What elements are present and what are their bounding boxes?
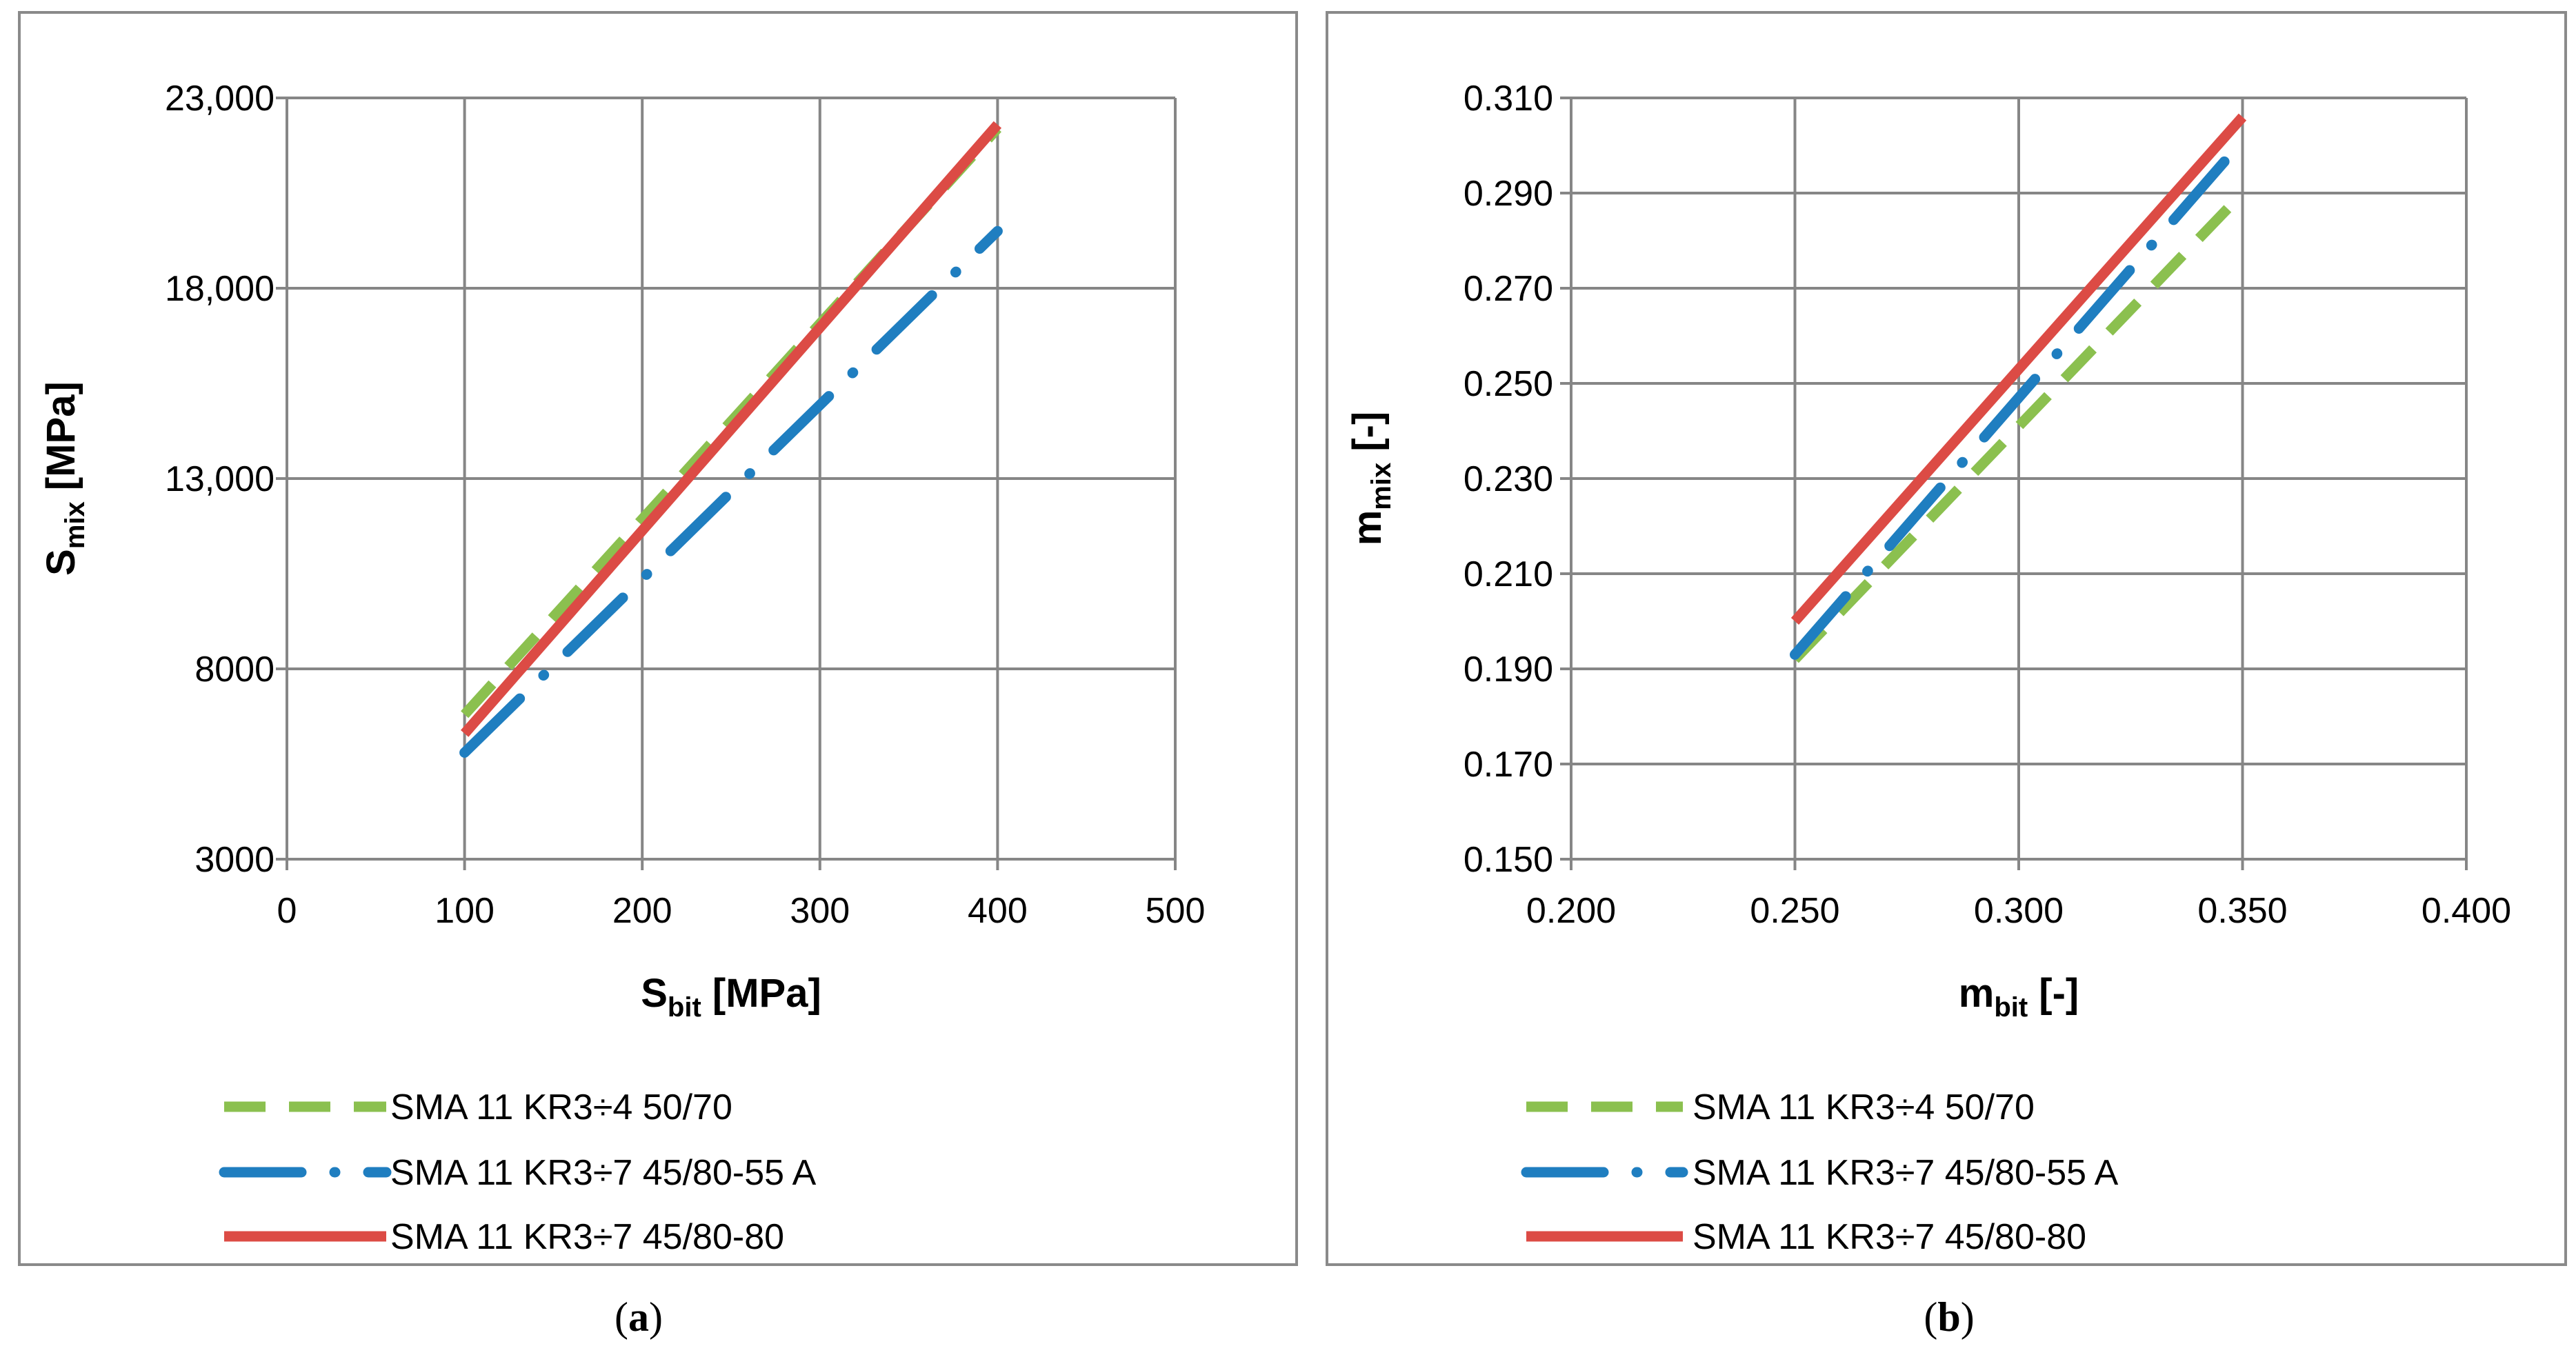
figure-caption-a: (a): [615, 1294, 663, 1340]
chart-b: 0.200 0.250 0.300 0.350 0.400 0.150 0.170 0.190…: [1326, 11, 2567, 1266]
y-tick-label: 0.210: [1464, 554, 1553, 594]
series-group: [1790, 113, 2248, 663]
chart-frame: [1326, 11, 2567, 1266]
x-axis-label: mbit [-]: [1959, 971, 2079, 1023]
legend-label: SMA 11 KR3÷7 45/80-80: [390, 1217, 784, 1257]
y-tick-label: 13,000: [165, 459, 274, 499]
legend: SMA 11 KR3÷4 50/70 SMA 11 KR3÷7 45/80-55 …: [1521, 1087, 2119, 1257]
legend: SMA 11 KR3÷4 50/70 SMA 11 KR3÷7 45/80-55 …: [219, 1087, 817, 1257]
legend-item: SMA 11 KR3÷7 45/80-55 A: [1521, 1153, 2119, 1193]
y-tick-label: 23,000: [165, 79, 274, 119]
gridlines: [276, 97, 1177, 870]
y-tick-label: 18,000: [165, 269, 274, 309]
x-tick-label: 200: [612, 891, 672, 931]
x-tick-label: 500: [1146, 891, 1206, 931]
legend-item: SMA 11 KR3÷4 50/70: [1526, 1087, 2035, 1127]
legend-item: SMA 11 KR3÷7 45/80-80: [1526, 1217, 2086, 1257]
y-tick-label: 0.190: [1464, 650, 1553, 690]
series-line-1: [1791, 189, 2246, 663]
chart-a: 0 100 200 300 400 500 3000 8000 13,000 18,000 23,0…: [18, 11, 1298, 1266]
y-tick-label: 0.250: [1464, 364, 1553, 404]
y-tick-label: 0.150: [1464, 840, 1553, 880]
y-tick-label: 0.230: [1464, 459, 1553, 499]
x-tick-label: 0.200: [1526, 891, 1616, 931]
series-line-2: [1790, 135, 2248, 660]
legend-label: SMA 11 KR3÷4 50/70: [390, 1087, 732, 1127]
y-tick-label: 8000: [194, 650, 274, 690]
y-axis-label: Smix [MPa]: [39, 381, 90, 576]
x-tick-label: 0.250: [1750, 891, 1839, 931]
series-line-2: [459, 225, 1003, 758]
x-tick-label: 100: [435, 891, 495, 931]
y-tick-label: 3000: [194, 840, 274, 880]
x-tick-label: 300: [790, 891, 850, 931]
legend-item: SMA 11 KR3÷7 45/80-55 A: [219, 1153, 817, 1193]
legend-item: SMA 11 KR3÷7 45/80-80: [224, 1217, 784, 1257]
x-tick-label: 0.350: [2197, 891, 2287, 931]
x-tick-label: 0.400: [2422, 891, 2511, 931]
x-axis-label: Sbit [MPa]: [641, 971, 821, 1023]
series-group: [459, 121, 1003, 758]
y-tick-label: 0.170: [1464, 745, 1553, 785]
legend-label: SMA 11 KR3÷7 45/80-80: [1693, 1217, 2086, 1257]
chart-frame: [18, 11, 1298, 1266]
x-tick-label: 400: [968, 891, 1028, 931]
legend-label: SMA 11 KR3÷4 50/70: [1693, 1087, 2035, 1127]
y-tick-label: 0.290: [1464, 174, 1553, 214]
legend-label: SMA 11 KR3÷7 45/80-55 A: [390, 1153, 817, 1193]
y-tick-label: 0.310: [1464, 79, 1553, 119]
x-tick-label: 0: [277, 891, 297, 931]
y-axis-label: mmix [-]: [1345, 412, 1397, 546]
y-tick-label: 0.270: [1464, 269, 1553, 309]
gridlines: [1560, 97, 2468, 870]
series-line-3: [1790, 113, 2247, 625]
x-tick-label: 0.300: [1974, 891, 2064, 931]
legend-label: SMA 11 KR3÷7 45/80-55 A: [1693, 1153, 2119, 1193]
series-line-3: [460, 121, 1002, 737]
figure-caption-b: (b): [1924, 1294, 1974, 1340]
legend-item: SMA 11 KR3÷4 50/70: [224, 1087, 732, 1127]
